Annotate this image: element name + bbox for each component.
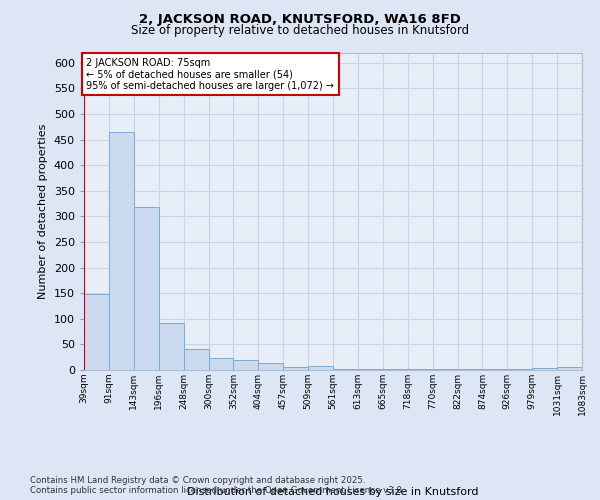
Bar	[383, 369, 408, 370]
X-axis label: Distribution of detached houses by size in Knutsford: Distribution of detached houses by size …	[187, 487, 479, 497]
Bar	[134, 207, 159, 370]
Text: 2 JACKSON ROAD: 75sqm
← 5% of detached houses are smaller (54)
95% of semi-detac: 2 JACKSON ROAD: 75sqm ← 5% of detached h…	[86, 58, 334, 91]
Text: Size of property relative to detached houses in Knutsford: Size of property relative to detached ho…	[131, 24, 469, 37]
Bar	[308, 366, 333, 370]
Bar	[259, 364, 283, 370]
Bar	[209, 358, 233, 370]
Y-axis label: Number of detached properties: Number of detached properties	[38, 124, 48, 299]
Bar	[408, 369, 433, 370]
Bar	[532, 368, 557, 370]
Bar	[283, 368, 308, 370]
Bar	[557, 368, 582, 370]
Bar	[159, 323, 184, 370]
Text: Contains HM Land Registry data © Crown copyright and database right 2025.
Contai: Contains HM Land Registry data © Crown c…	[30, 476, 404, 495]
Text: 2, JACKSON ROAD, KNUTSFORD, WA16 8FD: 2, JACKSON ROAD, KNUTSFORD, WA16 8FD	[139, 12, 461, 26]
Bar	[184, 349, 209, 370]
Bar	[109, 132, 134, 370]
Bar	[84, 294, 109, 370]
Bar	[358, 369, 383, 370]
Bar	[333, 369, 358, 370]
Bar	[233, 360, 259, 370]
